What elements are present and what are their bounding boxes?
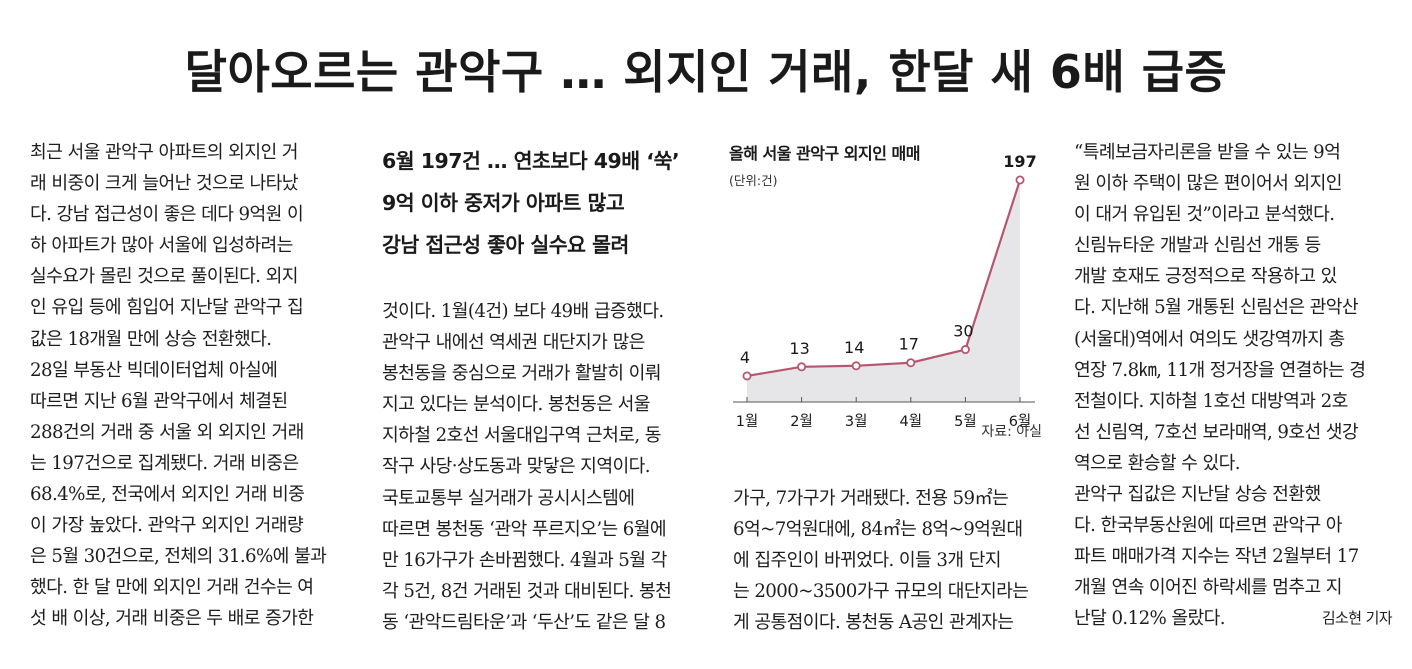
article-line: 이 대거 유입된 것”이라고 분석했다.: [1074, 204, 1335, 226]
x-tick-label: 3월: [845, 413, 868, 430]
article-line: 에 집주인이 바뀌었다. 이들 3개 단지: [733, 550, 1002, 572]
article-line: 다. 한국부동산원에 따르면 관악구 아: [1074, 515, 1343, 537]
article-line: 작구 사당·상도동과 맞닿은 지역이다.: [382, 456, 651, 478]
article-line: 봉천동을 중심으로 거래가 활발히 이뤄: [382, 363, 661, 385]
byline: 김소현 기자: [1321, 609, 1393, 628]
article-line: 는 2000~3500가구 규모의 대단지라는: [733, 581, 1029, 603]
data-point: [906, 358, 916, 368]
data-label: 17: [899, 335, 919, 354]
article-line: 것이다. 1월(4건) 보다 49배 급증했다.: [382, 301, 664, 322]
article-line: 지고 있다는 분석이다. 봉천동은 서울: [382, 394, 651, 416]
article-line: 동 ‘관악드림타운’과 ‘두산’도 같은 달 8: [382, 611, 666, 633]
article-line: 개월 연속 이어진 하락세를 멈추고 지: [1074, 577, 1343, 599]
subheadline-line: 6월 197건 … 연초보다 49배 ‘쑥’: [382, 149, 680, 173]
article-line: 원 이하 주택이 많은 편이어서 외지인: [1074, 173, 1343, 195]
x-tick-label: 2월: [790, 413, 813, 430]
data-point: [742, 371, 752, 381]
data-point: [851, 361, 861, 371]
article-line: (서울대)역에서 여의도 샛강역까지 총: [1074, 328, 1345, 350]
article-line: 관악구 내에선 역세권 대단지가 많은: [382, 332, 645, 354]
article-line: 가구, 7가구가 거래됐다. 전용 59㎡는: [733, 488, 1009, 509]
article-line: 하 아파트가 많아 서울에 입성하려는: [30, 235, 293, 257]
data-label: 197: [1003, 152, 1036, 171]
article-line: 따르면 봉천동 ‘관악 푸르지오’는 6월에: [382, 518, 667, 540]
subheadline: 6월 197건 … 연초보다 49배 ‘쑥’ 9억 이하 중저가 아파트 많고 …: [382, 140, 702, 266]
article-line: 관악구 집값은 지난달 상승 전환했: [1074, 484, 1321, 506]
subheadline-line: 9억 이하 중저가 아파트 많고: [382, 191, 625, 215]
article-line: 신림뉴타운 개발과 신림선 개통 등: [1074, 235, 1321, 257]
chart: 올해 서울 관악구 외지인 매매 (단위:건) 4 1월 13 2월 14 3월 17 4월 3…: [725, 140, 1050, 450]
data-point: [1015, 175, 1025, 185]
article-line: 이 가장 높았다. 관악구 외지인 거래량: [30, 515, 304, 537]
article-line: 따르면 지난 6월 관악구에서 체결된: [30, 390, 288, 412]
data-label: 30: [953, 322, 973, 341]
chart-line: [746, 179, 1022, 378]
article-line: 했다. 한 달 만에 외지인 거래 건수는 여: [30, 577, 314, 599]
article-line: 288건의 거래 중 서울 외 외지인 거래: [30, 421, 304, 443]
chart-plot: 4 1월 13 2월 14 3월 17 4월 30 5월 197 6월: [733, 152, 1037, 430]
article-line: 래 비중이 크게 늘어난 것으로 나타났: [30, 173, 299, 195]
byline-row: 난달 0.12% 올랐다. 김소현 기자: [1074, 603, 1393, 634]
x-tick-label: 6월: [1009, 413, 1032, 430]
chart-unit: (단위:건): [729, 173, 778, 188]
article-line: 난달 0.12% 올랐다.: [1074, 608, 1226, 630]
article-line: 28일 부동산 빅데이터업체 아실에: [30, 359, 278, 381]
x-tick-label: 4월: [900, 413, 923, 430]
article-line: 지하철 2호선 서울대입구역 근처로, 동: [382, 425, 661, 447]
article-line: 값은 18개월 만에 상승 전환했다.: [30, 328, 272, 350]
article-line: “특례보금자리론을 받을 수 있는 9억: [1074, 142, 1341, 163]
data-label: 14: [844, 338, 864, 357]
article-line: 파트 매매가격 지수는 작년 2월부터 17: [1074, 546, 1359, 568]
article-line: 연장 7.8㎞, 11개 정거장을 연결하는 경: [1074, 359, 1366, 381]
article-line: 다. 강남 접근성이 좋은 데다 9억원 이: [30, 204, 304, 226]
article-line: 실수요가 몰린 것으로 풀이된다. 외지: [30, 266, 299, 288]
article-column-3: 가구, 7가구가 거래됐다. 전용 59㎡는 6억~7억원대에, 84㎡는 8억~…: [733, 483, 1051, 638]
article-line: 68.4%로, 전국에서 외지인 거래 비중: [30, 484, 305, 506]
subheadline-line: 강남 접근성 좋아 실수요 몰려: [382, 233, 629, 257]
article-line: 6억~7억원대에, 84㎡는 8억~9억원대: [733, 519, 1023, 541]
article-line: 전철이다. 지하철 1호선 대방역과 2호: [1074, 390, 1348, 412]
data-point: [797, 362, 807, 372]
chart-title: 올해 서울 관악구 외지인 매매: [729, 144, 920, 163]
chart-source: 자료: 아실: [981, 424, 1042, 440]
chart-area: [747, 180, 1020, 402]
article-line: 는 197건으로 집계됐다. 거래 비중은: [30, 452, 299, 474]
article-line: 게 공통점이다. 봉천동 A공인 관계자는: [733, 612, 1014, 634]
article-line: 역으로 환승할 수 있다.: [1074, 452, 1241, 474]
data-label: 4: [740, 348, 750, 367]
article-column-2: 것이다. 1월(4건) 보다 49배 급증했다. 관악구 내에선 역세권 대단지…: [382, 296, 700, 638]
article-line: 선 신림역, 7호선 보라매역, 9호선 샛강: [1074, 421, 1359, 443]
data-label: 13: [789, 339, 809, 358]
article-line: 만 16가구가 손바뀜했다. 4월과 5월 각: [382, 549, 667, 571]
x-tick-label: 5월: [954, 413, 977, 430]
article-line: 개발 호재도 긍정적으로 작용하고 있: [1074, 266, 1337, 288]
article-line: 국토교통부 실거래가 공시시스템에: [382, 487, 635, 509]
article-line: 은 5월 30건으로, 전체의 31.6%에 불과: [30, 546, 327, 568]
data-point: [960, 345, 970, 355]
article-line: 섯 배 이상, 거래 비중은 두 배로 증가한: [30, 608, 314, 630]
article-line: 각 5건, 8건 거래된 것과 대비된다. 봉천: [382, 580, 672, 602]
x-tick-label: 1월: [736, 413, 759, 430]
article-line: 최근 서울 관악구 아파트의 외지인 거: [30, 142, 299, 163]
article-line: 인 유입 등에 힘입어 지난달 관악구 집: [30, 297, 304, 319]
headline: 달아오르는 관악구 … 외지인 거래, 한달 새 6배 급증: [184, 45, 1228, 99]
article-line: 다. 지난해 5월 개통된 신림선은 관악산: [1074, 297, 1359, 319]
